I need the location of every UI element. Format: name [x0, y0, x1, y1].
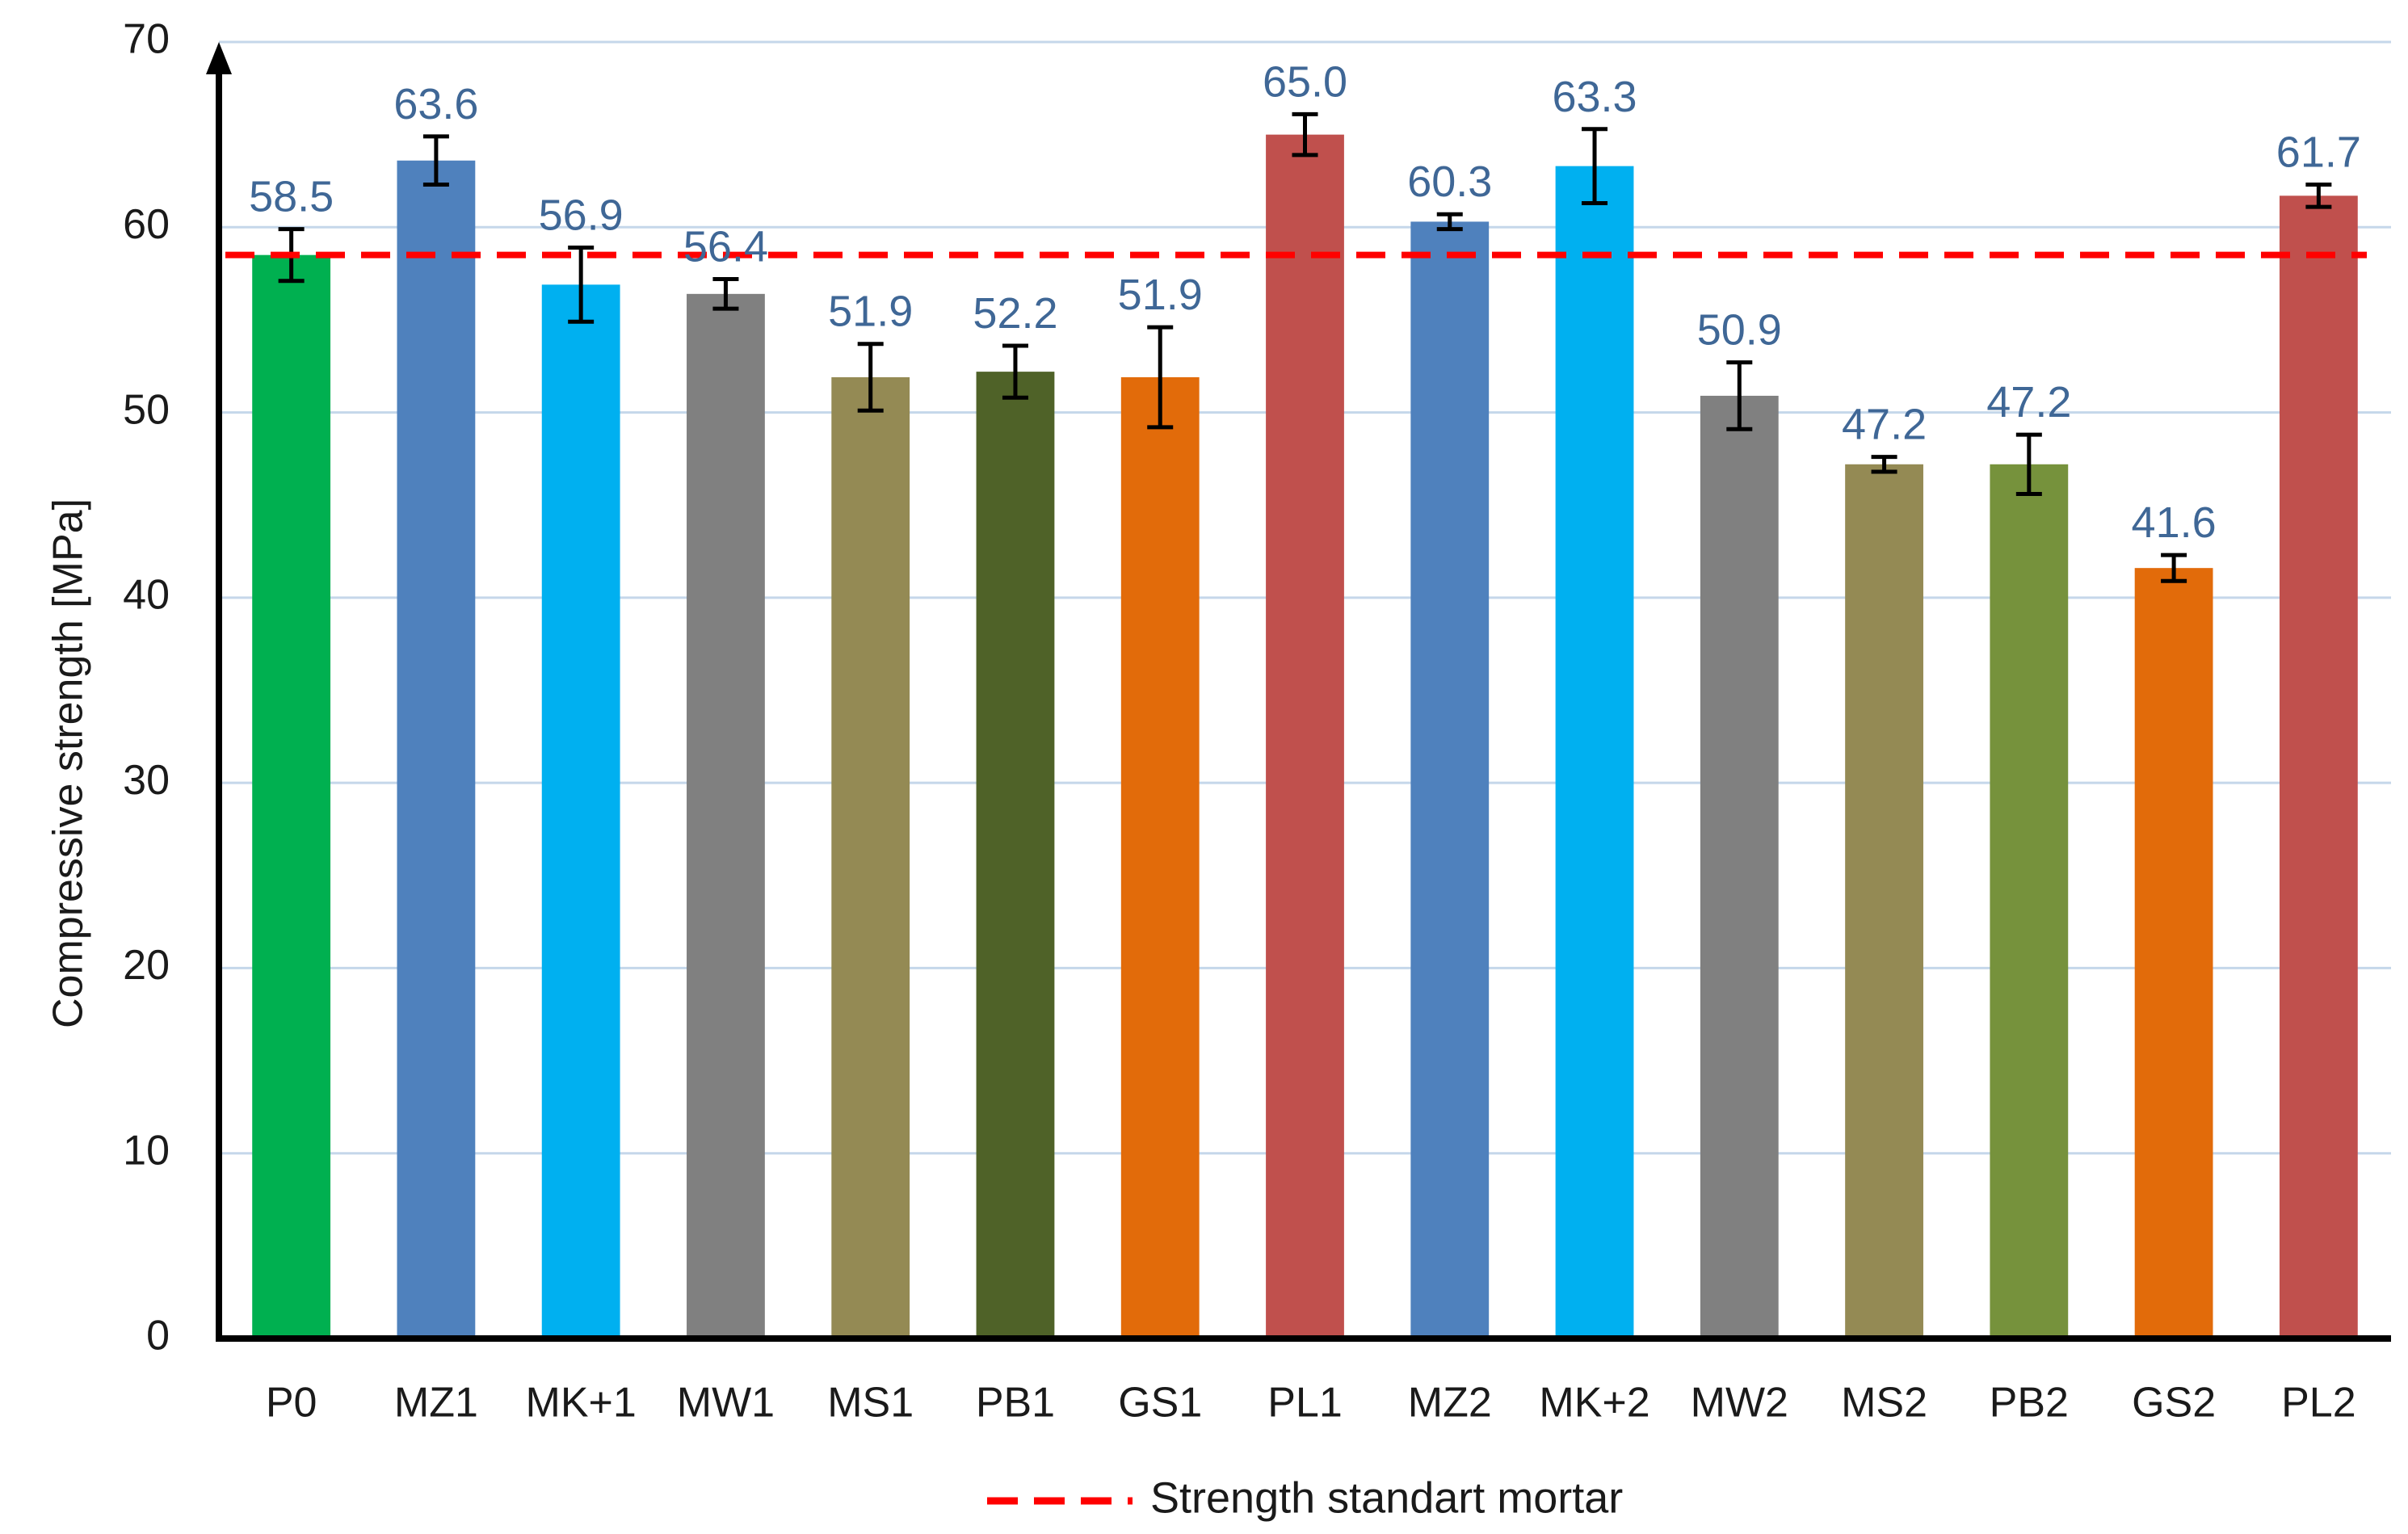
- x-tick-label: MW2: [1691, 1380, 1788, 1427]
- data-label: 47.2: [1842, 401, 1927, 449]
- y-tick-label: 10: [123, 1127, 170, 1174]
- bar-mz2: [1410, 221, 1490, 1339]
- data-label: 56.4: [683, 222, 768, 271]
- x-tick-label: PB1: [976, 1380, 1055, 1427]
- data-label: 51.9: [828, 288, 913, 336]
- bar-pb1: [976, 372, 1055, 1339]
- y-tick-label: 0: [146, 1313, 170, 1360]
- x-tick-label: GS2: [2132, 1380, 2216, 1427]
- bar-mkplus2: [1555, 166, 1634, 1339]
- x-tick-label: MW1: [677, 1380, 775, 1427]
- data-label: 41.6: [2132, 498, 2217, 547]
- x-category-labels: P0 MZ1 MK+1 MW1 MS1 PB1 GS1 PL1 MZ2 MK+2 MW2 MS2 PB2…: [266, 1380, 2356, 1427]
- bar-mw1: [687, 293, 765, 1339]
- x-tick-label: MS2: [1841, 1380, 1927, 1427]
- bar-gs1: [1120, 377, 1200, 1339]
- x-tick-label: MZ2: [1408, 1380, 1492, 1427]
- y-tick-label: 40: [123, 572, 170, 619]
- axes: [206, 42, 2391, 1342]
- data-label: 47.2: [1986, 378, 2071, 427]
- bar-pb2: [1990, 464, 2069, 1339]
- legend-label-reference-line: Strength standart mortar: [1150, 1473, 1623, 1522]
- x-tick-label: PB2: [1990, 1380, 2069, 1427]
- bar-gs2: [2134, 568, 2213, 1339]
- bar-mkplus1: [541, 284, 620, 1339]
- y-axis-title: Compressive strength [MPa]: [45, 498, 92, 1028]
- data-label: 50.9: [1697, 306, 1782, 355]
- x-tick-label: PL2: [2281, 1380, 2356, 1427]
- x-tick-label: P0: [266, 1380, 317, 1427]
- bars: [252, 134, 2358, 1339]
- value-labels: 58.5 63.6 56.9 56.4 51.9 52.2 51.9 65.0 60.3 63.3…: [249, 57, 2361, 547]
- x-tick-label: MZ1: [394, 1380, 478, 1427]
- y-tick-label: 20: [123, 942, 170, 989]
- data-label: 63.6: [393, 80, 478, 128]
- data-label: 56.9: [539, 191, 624, 240]
- error-bars: [278, 111, 2332, 583]
- data-label: 65.0: [1263, 57, 1347, 106]
- data-label: 63.3: [1552, 73, 1637, 121]
- x-tick-label: PL1: [1267, 1380, 1343, 1427]
- x-tick-label: MS1: [827, 1380, 914, 1427]
- y-axis-arrow: [206, 42, 232, 74]
- y-tick-label: 60: [123, 201, 170, 248]
- bar-ms2: [1845, 464, 1923, 1339]
- y-tick-labels: 0 10 20 30 40 50 60 70: [123, 16, 170, 1360]
- data-label: 58.5: [249, 173, 334, 221]
- y-tick-label: 50: [123, 386, 170, 433]
- y-tick-label: 70: [123, 16, 170, 63]
- bar-ms1: [831, 377, 910, 1339]
- data-label: 52.2: [973, 289, 1057, 338]
- data-label: 60.3: [1407, 158, 1492, 206]
- x-tick-label: MK+2: [1539, 1380, 1649, 1427]
- bar-mw2: [1700, 395, 1779, 1339]
- legend: Strength standart mortar: [987, 1473, 1623, 1522]
- x-tick-label: MK+1: [526, 1380, 637, 1427]
- data-label: 51.9: [1118, 271, 1203, 319]
- bar-p0: [252, 254, 331, 1339]
- bar-pl1: [1266, 134, 1344, 1339]
- y-tick-label: 30: [123, 757, 170, 804]
- data-label: 61.7: [2276, 128, 2361, 177]
- bar-mz1: [397, 160, 476, 1339]
- x-tick-label: GS1: [1118, 1380, 1202, 1427]
- bar-pl2: [2279, 195, 2358, 1339]
